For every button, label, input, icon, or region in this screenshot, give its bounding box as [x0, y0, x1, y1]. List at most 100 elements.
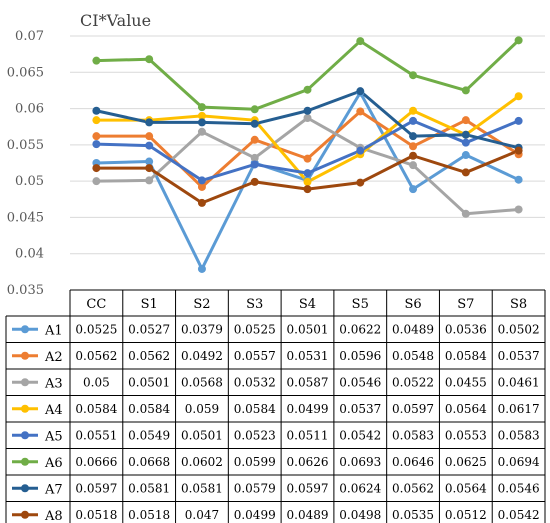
- data-point-a6: [514, 36, 523, 45]
- data-point-a6: [303, 85, 312, 94]
- data-label: 0.0492: [181, 349, 223, 363]
- data-label: 0.0546: [498, 481, 540, 495]
- data-label: 0.047: [185, 508, 219, 522]
- data-label: 0.0568: [181, 375, 223, 389]
- data-label: 0.0537: [498, 349, 540, 363]
- data-label: 0.0548: [392, 349, 434, 363]
- data-point-a1: [145, 157, 154, 166]
- data-label: 0.0511: [287, 428, 329, 442]
- data-label: 0.0622: [339, 322, 381, 336]
- series-name-label: A4: [44, 403, 63, 418]
- series-name-label: A2: [44, 350, 63, 365]
- data-label: 0.0546: [339, 375, 381, 389]
- data-label: 0.0536: [445, 322, 487, 336]
- data-label: 0.0455: [445, 375, 487, 389]
- data-label: 0.0525: [75, 322, 117, 336]
- y-tick-label: 0.055: [7, 138, 44, 153]
- x-tick-label: S4: [299, 297, 316, 312]
- data-label: 0.0617: [498, 402, 540, 416]
- data-label: 0.0584: [128, 402, 170, 416]
- data-label: 0.0602: [181, 455, 223, 469]
- data-label: 0.0597: [392, 402, 434, 416]
- data-label: 0.0694: [498, 455, 540, 469]
- data-point-a5: [303, 169, 312, 178]
- data-point-a6: [409, 71, 418, 80]
- data-label: 0.0525: [234, 322, 276, 336]
- data-label: 0.0597: [75, 481, 117, 495]
- data-label: 0.0668: [128, 455, 170, 469]
- series-lines: [92, 36, 523, 273]
- data-point-a8: [356, 178, 365, 187]
- data-point-a7: [356, 87, 365, 96]
- data-label: 0.0562: [75, 349, 117, 363]
- data-label: 0.0562: [128, 349, 170, 363]
- data-point-a7: [250, 119, 259, 128]
- data-point-a3: [514, 205, 523, 214]
- data-label: 0.0518: [128, 508, 170, 522]
- data-point-a8: [92, 164, 101, 173]
- data-label: 0.0498: [339, 508, 381, 522]
- data-point-a6: [197, 103, 206, 112]
- data-label: 0.0624: [339, 481, 381, 495]
- series-name-label: A3: [44, 376, 63, 391]
- data-point-a1: [197, 264, 206, 273]
- data-label: 0.0596: [339, 349, 381, 363]
- data-point-a3: [303, 114, 312, 123]
- data-point-a8: [514, 146, 523, 155]
- x-tick-label: S5: [352, 297, 369, 312]
- data-label: 0.05: [83, 375, 110, 389]
- data-point-a2: [145, 132, 154, 141]
- data-label: 0.0562: [392, 481, 434, 495]
- data-label: 0.0584: [75, 402, 117, 416]
- data-point-a6: [250, 105, 259, 114]
- data-point-a8: [303, 185, 312, 194]
- data-label: 0.0527: [128, 322, 170, 336]
- data-label: 0.0522: [392, 375, 434, 389]
- data-point-a7: [145, 118, 154, 127]
- data-point-a2: [461, 116, 470, 125]
- data-label: 0.0542: [498, 508, 540, 522]
- data-label: 0.0537: [339, 402, 381, 416]
- series-name-label: A5: [44, 429, 63, 444]
- data-point-a5: [461, 138, 470, 147]
- series-line-a6: [96, 39, 520, 111]
- data-point-a4: [303, 177, 312, 186]
- y-tick-label: 0.035: [7, 283, 44, 298]
- y-tick-label: 0.05: [15, 174, 44, 189]
- data-label: 0.0499: [287, 402, 329, 416]
- data-point-a3: [92, 177, 101, 186]
- x-tick-label: S1: [141, 297, 158, 312]
- data-label: 0.0553: [445, 428, 487, 442]
- data-label: 0.0501: [128, 375, 170, 389]
- data-point-a4: [197, 111, 206, 120]
- data-label: 0.0583: [498, 428, 540, 442]
- data-point-a1: [409, 185, 418, 194]
- data-label: 0.0581: [128, 481, 170, 495]
- data-point-a5: [145, 141, 154, 150]
- data-point-a8: [145, 164, 154, 173]
- data-point-a5: [197, 176, 206, 185]
- series-name-label: A6: [44, 456, 63, 471]
- data-label: 0.0584: [234, 402, 276, 416]
- data-point-a2: [356, 107, 365, 116]
- legend-key-marker: [21, 378, 29, 387]
- data-point-a6: [356, 37, 365, 46]
- data-point-a3: [145, 176, 154, 185]
- legend-key-marker: [21, 351, 29, 360]
- data-point-a8: [197, 198, 206, 207]
- data-point-a4: [92, 116, 101, 125]
- data-point-a5: [356, 146, 365, 155]
- data-label: 0.0581: [181, 481, 223, 495]
- x-tick-label: S8: [510, 297, 527, 312]
- series-name-label: A7: [44, 482, 63, 497]
- data-label: 0.0531: [287, 349, 329, 363]
- data-point-a6: [92, 56, 101, 65]
- data-label: 0.0557: [234, 349, 276, 363]
- data-point-a3: [250, 153, 259, 162]
- legend-key-marker: [21, 484, 29, 493]
- y-axis-ticks: 0.035 0.04 0.045 0.05 0.055 0.06 0.065 0.07: [7, 29, 44, 298]
- data-label: 0.0551: [75, 428, 117, 442]
- data-label: 0.0501: [181, 428, 223, 442]
- data-label: 0.0597: [287, 481, 329, 495]
